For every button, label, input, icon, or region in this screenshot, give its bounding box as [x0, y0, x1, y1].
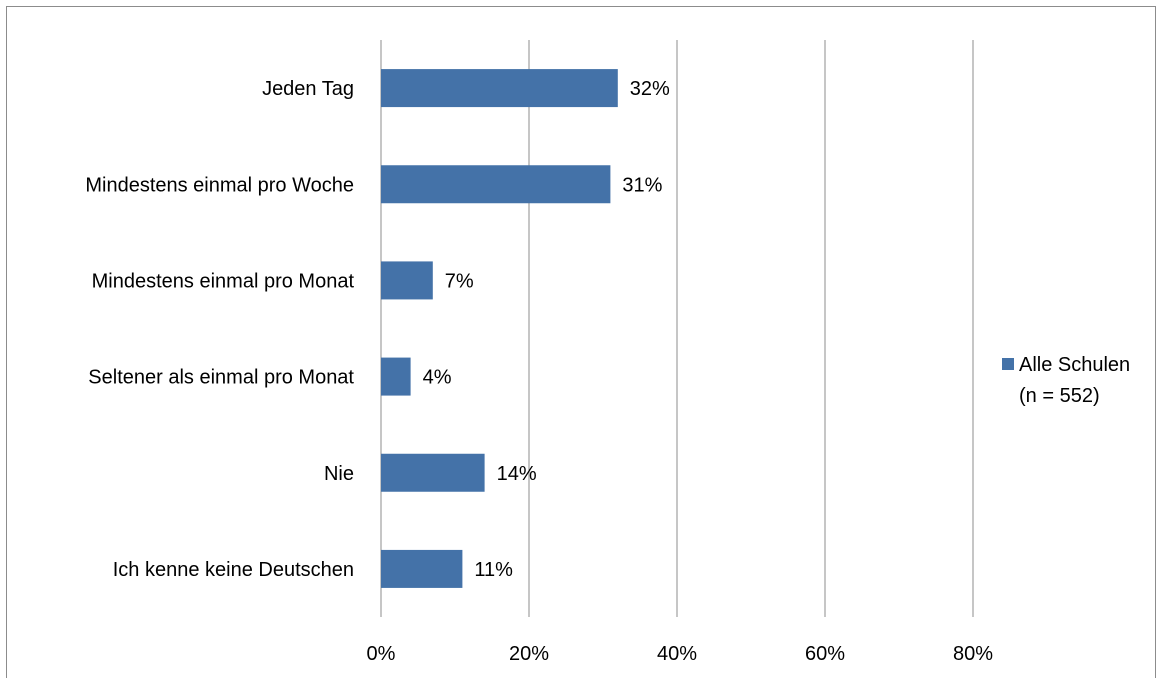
category-label: Mindestens einmal pro Monat: [92, 270, 355, 292]
x-tick-label: 40%: [657, 643, 697, 665]
legend-label-line1: Alle Schulen: [1019, 354, 1130, 376]
x-tick-label: 0%: [367, 643, 396, 665]
category-label: Nie: [324, 463, 354, 485]
data-label: 11%: [474, 559, 513, 581]
category-label: Ich kenne keine Deutschen: [113, 559, 354, 581]
category-label: Seltener als einmal pro Monat: [88, 367, 354, 389]
bar: [381, 357, 411, 396]
bar: [381, 549, 463, 588]
data-label: 32%: [630, 78, 670, 100]
x-tick-label: 20%: [509, 643, 549, 665]
data-label: 4%: [423, 367, 452, 389]
bar: [381, 69, 618, 108]
category-label: Mindestens einmal pro Woche: [85, 174, 354, 196]
bar: [381, 261, 433, 300]
category-label: Jeden Tag: [262, 78, 354, 100]
data-label: 7%: [445, 270, 474, 292]
chart-frame: [6, 6, 1156, 678]
legend-label-line2: (n = 552): [1019, 385, 1100, 407]
data-label: 31%: [622, 174, 662, 196]
bar: [381, 453, 485, 492]
data-label: 14%: [497, 463, 537, 485]
bar: [381, 165, 611, 204]
legend-swatch: [1002, 358, 1014, 370]
x-tick-label: 60%: [805, 643, 845, 665]
x-tick-label: 80%: [953, 643, 993, 665]
